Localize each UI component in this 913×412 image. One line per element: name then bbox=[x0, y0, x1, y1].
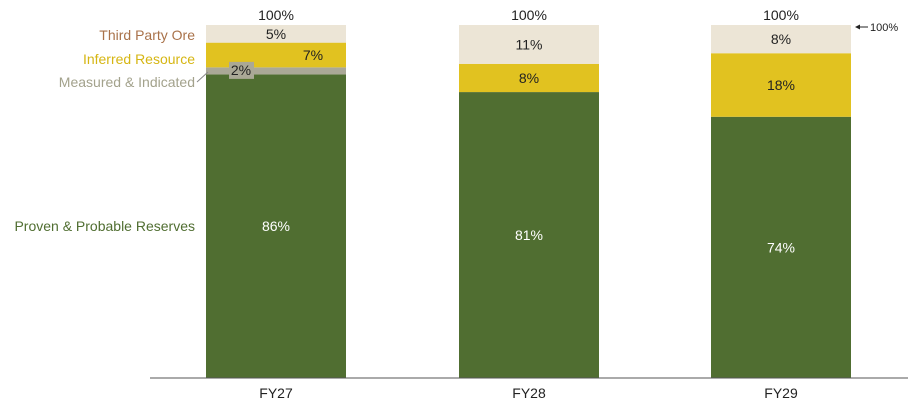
data-label-box bbox=[229, 61, 254, 79]
bar-segment-fy27-3 bbox=[206, 42, 346, 68]
data-label: 86% bbox=[262, 218, 290, 234]
x-tick-label: FY28 bbox=[512, 385, 546, 401]
x-tick-label: FY29 bbox=[764, 385, 798, 401]
data-label: 18% bbox=[767, 77, 795, 93]
data-label: 74% bbox=[767, 239, 795, 255]
bar-segment-fy28-4 bbox=[459, 25, 599, 64]
total-label: 100% bbox=[763, 7, 799, 23]
data-label: 5% bbox=[266, 26, 286, 42]
x-tick-label: FY27 bbox=[259, 385, 293, 401]
legend-entry-inferred-resource: Inferred Resource bbox=[83, 51, 195, 67]
total-label: 100% bbox=[511, 7, 547, 23]
data-label: 8% bbox=[771, 31, 791, 47]
data-label: 11% bbox=[516, 36, 543, 52]
legend-leader-line bbox=[196, 71, 209, 83]
legend-entry-third-party-ore: Third Party Ore bbox=[99, 27, 195, 43]
data-label: 81% bbox=[515, 227, 543, 243]
bar-segment-fy29-3 bbox=[711, 53, 851, 117]
bar-segment-fy29-1 bbox=[711, 116, 851, 378]
bar-segment-fy27-4 bbox=[206, 25, 346, 43]
total-label: 100% bbox=[258, 7, 294, 23]
legend-entry-measured-indicated: Measured & Indicated bbox=[59, 74, 195, 90]
data-label: 7% bbox=[303, 47, 323, 63]
data-label: 2% bbox=[231, 62, 251, 78]
bar-segment-fy27-1 bbox=[206, 74, 346, 379]
annotation-arrowhead bbox=[855, 24, 860, 30]
bar-segment-fy28-1 bbox=[459, 92, 599, 378]
legend-entry-proven-probable-reserves: Proven & Probable Reserves bbox=[14, 218, 195, 234]
bar-segment-fy28-3 bbox=[459, 63, 599, 93]
data-label: 8% bbox=[519, 70, 539, 86]
annotation-label: 100% bbox=[870, 22, 898, 34]
bar-segment-fy27-2 bbox=[206, 67, 346, 75]
bar-segment-fy29-4 bbox=[711, 25, 851, 54]
